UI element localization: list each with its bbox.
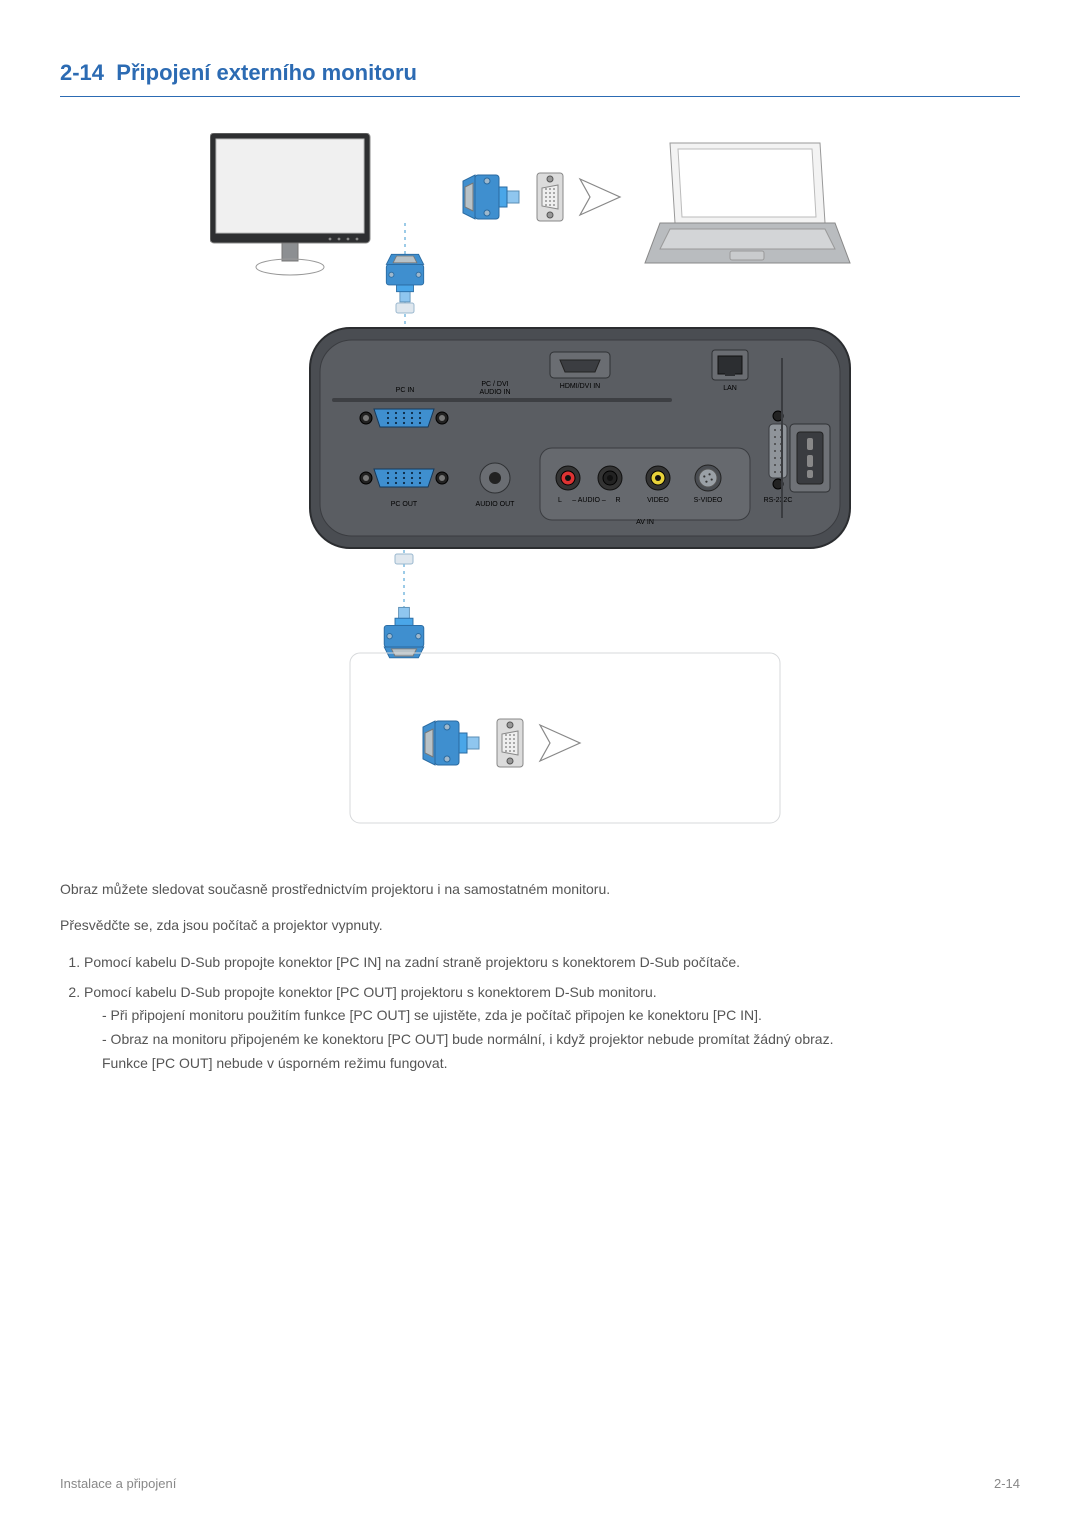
footer-left: Instalace a připojení xyxy=(60,1476,176,1491)
svg-text:R: R xyxy=(615,497,620,504)
footer-right: 2-14 xyxy=(994,1476,1020,1491)
svg-text:PC IN: PC IN xyxy=(396,387,415,394)
svg-text:S-VIDEO: S-VIDEO xyxy=(694,497,723,504)
svg-text:– AUDIO –: – AUDIO – xyxy=(572,497,606,504)
step-2-sub-3: Funkce [PC OUT] nebude v úsporném režimu… xyxy=(84,1052,1020,1076)
intro-line-2: Přesvědčte se, zda jsou počítač a projek… xyxy=(60,914,1020,936)
svg-text:L: L xyxy=(558,497,562,504)
connection-diagram: HDMI/DVI IN LAN PC IN PC / DVIAUDIO IN PC OU… xyxy=(210,133,870,838)
step-2: Pomocí kabelu D-Sub propojte konektor [P… xyxy=(84,981,1020,1076)
svg-text:HDMI/DVI IN: HDMI/DVI IN xyxy=(560,383,600,390)
page-footer: Instalace a připojení 2-14 xyxy=(60,1476,1020,1491)
step-2-sub-1: - Při připojení monitoru použitím funkce… xyxy=(84,1004,1020,1028)
svg-text:AUDIO OUT: AUDIO OUT xyxy=(476,501,516,508)
svg-text:RS-232C: RS-232C xyxy=(764,497,793,504)
svg-text:VIDEO: VIDEO xyxy=(647,497,669,504)
svg-text:AV IN: AV IN xyxy=(636,519,654,526)
section-title: 2-14 Připojení externího monitoru xyxy=(60,60,1020,97)
step-2-text: Pomocí kabelu D-Sub propojte konektor [P… xyxy=(84,984,657,1000)
section-number: 2-14 xyxy=(60,60,104,85)
intro-line-1: Obraz můžete sledovat současně prostředn… xyxy=(60,878,1020,900)
step-1-text: Pomocí kabelu D-Sub propojte konektor [P… xyxy=(84,954,740,970)
svg-text:PC OUT: PC OUT xyxy=(391,501,418,508)
step-2-sub-2: - Obraz na monitoru připojeném ke konekt… xyxy=(84,1028,1020,1052)
section-title-text: Připojení externího monitoru xyxy=(116,60,417,85)
svg-text:PC / DVIAUDIO IN: PC / DVIAUDIO IN xyxy=(479,381,510,396)
svg-text:LAN: LAN xyxy=(723,385,737,392)
steps-list: Pomocí kabelu D-Sub propojte konektor [P… xyxy=(60,951,1020,1076)
step-1: Pomocí kabelu D-Sub propojte konektor [P… xyxy=(84,951,1020,975)
